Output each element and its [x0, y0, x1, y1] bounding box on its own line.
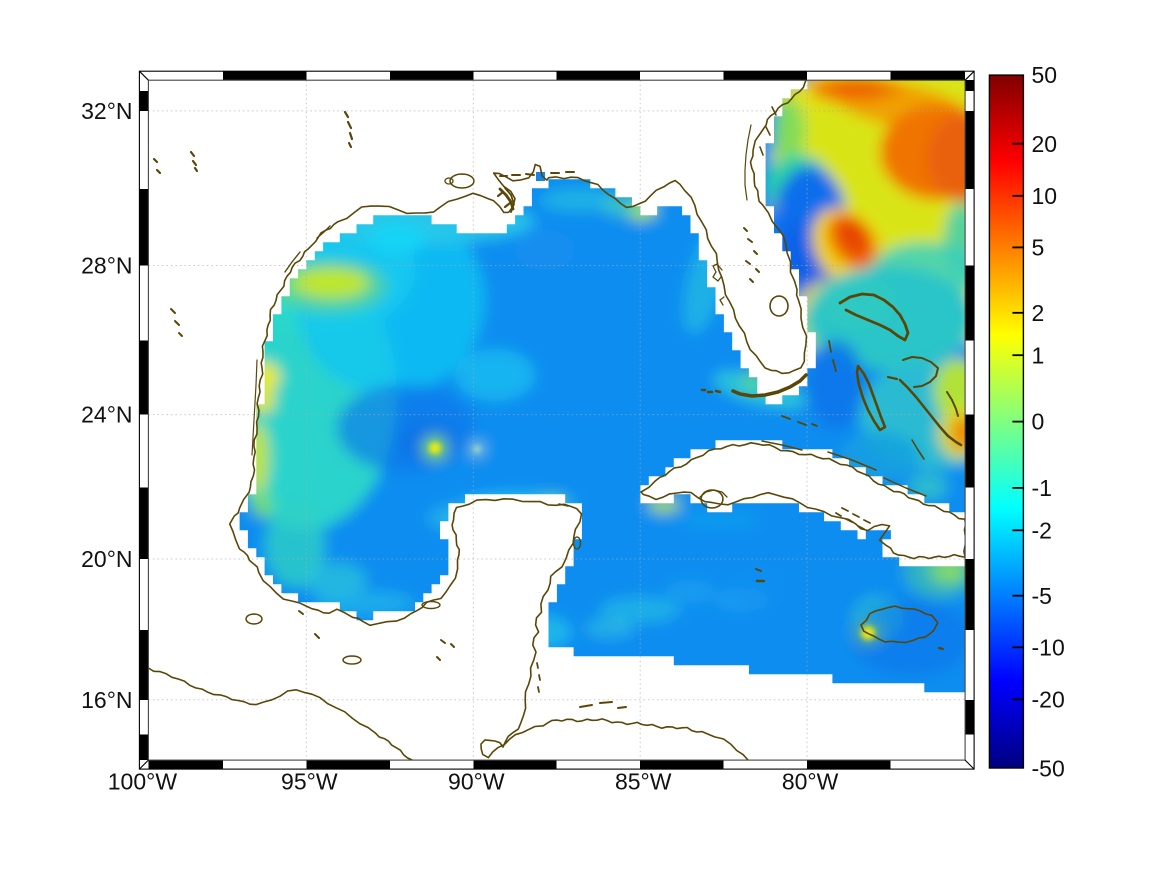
svg-text:-5: -5: [1032, 583, 1052, 609]
svg-text:0: 0: [1032, 409, 1045, 435]
svg-text:100°W: 100°W: [108, 769, 178, 795]
svg-text:50: 50: [1032, 62, 1058, 88]
svg-text:-2: -2: [1032, 517, 1052, 543]
svg-text:-1: -1: [1032, 475, 1052, 501]
svg-text:80°W: 80°W: [782, 769, 839, 795]
svg-text:16°N: 16°N: [81, 687, 132, 713]
svg-text:1: 1: [1032, 342, 1045, 368]
svg-text:24°N: 24°N: [81, 402, 132, 428]
svg-text:90°W: 90°W: [448, 769, 505, 795]
svg-text:20°N: 20°N: [81, 546, 132, 572]
svg-text:-20: -20: [1032, 686, 1065, 712]
svg-text:-50: -50: [1032, 755, 1065, 781]
svg-text:20: 20: [1032, 131, 1058, 157]
svg-text:10: 10: [1032, 183, 1058, 209]
svg-text:28°N: 28°N: [81, 253, 132, 279]
svg-text:-10: -10: [1032, 634, 1065, 660]
svg-text:2: 2: [1032, 300, 1045, 326]
svg-text:85°W: 85°W: [615, 769, 672, 795]
svg-text:5: 5: [1032, 234, 1045, 260]
svg-text:95°W: 95°W: [281, 769, 338, 795]
svg-text:32°N: 32°N: [81, 98, 132, 124]
